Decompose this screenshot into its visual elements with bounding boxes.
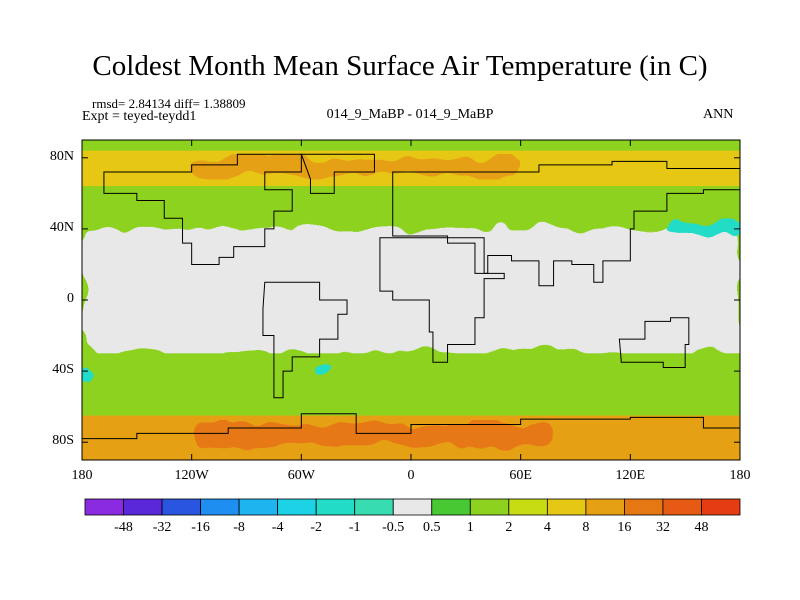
- y-tick-label: 0: [67, 291, 74, 306]
- chart-subtitle: 014_9_MaBP - 014_9_MaBP: [326, 107, 494, 122]
- coastline-australia: [618, 317, 690, 369]
- colorbar-label: 0.5: [423, 520, 441, 535]
- experiment-label: Expt = teyed-teydd1: [82, 109, 197, 124]
- coastline-eurasia: [392, 160, 740, 287]
- colorbar-swatch: [546, 498, 587, 516]
- y-tick-label: 80S: [52, 433, 74, 449]
- colorbar-swatch: [508, 498, 548, 516]
- colorbar-swatch: [84, 498, 124, 516]
- colorbar-swatch: [662, 498, 702, 516]
- x-tick-label: 120E: [615, 468, 646, 483]
- x-tick-label: 180: [729, 468, 751, 483]
- y-tick-label: 80N: [49, 148, 74, 164]
- colorbar-swatch: [238, 498, 279, 516]
- colorbar-swatch: [431, 498, 471, 516]
- stats-text: rmsd= 2.84134 diff= 1.38809: [92, 96, 246, 111]
- colorbar-swatch: [123, 498, 163, 516]
- region-tropics-neutral: [82, 228, 740, 354]
- colorbar-label: 32: [655, 520, 670, 535]
- x-tick-label: 60E: [509, 468, 532, 483]
- coastline-antarctica: [82, 413, 740, 460]
- colorbar-label: -32: [152, 520, 172, 535]
- colorbar-swatch: [585, 498, 625, 516]
- colorbar-label: -16: [191, 520, 210, 535]
- chart-title: Coldest Month Mean Surface Air Temperatu…: [92, 50, 708, 82]
- coastline-africa: [379, 237, 505, 363]
- colorbar: [84, 498, 741, 516]
- colorbar-swatch: [161, 498, 201, 516]
- region-southern-midlatitudes: [82, 353, 740, 416]
- colorbar-label: 16: [617, 520, 632, 535]
- colorbar-label: 8: [582, 520, 590, 535]
- colorbar-swatch: [315, 498, 356, 516]
- y-tick-label: 40N: [49, 219, 74, 235]
- colorbar-label: -0.5: [382, 520, 405, 535]
- colorbar-label: -1: [348, 520, 361, 535]
- colorbar-swatch: [277, 498, 317, 516]
- region-northern-midlatitudes: [82, 186, 740, 229]
- colorbar-label: 2: [505, 520, 513, 535]
- colorbar-label: -4: [271, 520, 284, 535]
- coastline-south-america: [262, 281, 348, 399]
- region-antarctic-core: [191, 424, 558, 446]
- colorbar-label: -8: [233, 520, 245, 535]
- x-tick-label: 180: [71, 468, 93, 483]
- region-south-atlantic-cool-patch: [315, 360, 331, 375]
- coastline-north-america: [103, 153, 302, 265]
- coastline-greenland: [300, 153, 375, 194]
- x-tick-label: 0: [407, 468, 415, 483]
- colorbar-swatch: [354, 498, 394, 516]
- colorbar-swatch: [469, 498, 510, 516]
- colorbar-swatch: [701, 498, 741, 516]
- colorbar-swatch: [200, 498, 240, 516]
- colorbar-label: 1: [466, 520, 474, 535]
- colorbar-label: 48: [694, 520, 709, 535]
- colorbar-swatch: [392, 498, 433, 516]
- colorbar-swatch: [624, 498, 664, 516]
- y-tick-label: 40S: [52, 362, 74, 378]
- region-south-pacific-cool-patch: [82, 365, 97, 380]
- region-north-pacific-cool-patch: [666, 221, 740, 236]
- season-label: ANN: [703, 107, 734, 122]
- region-arctic-core: [191, 157, 521, 176]
- axis-ticks: [81, 140, 741, 460]
- x-tick-label: 120W: [174, 468, 209, 483]
- colorbar-label: -2: [310, 520, 322, 535]
- x-tick-label: 60W: [287, 468, 315, 483]
- colorbar-label: 4: [543, 520, 551, 535]
- colorbar-label: -48: [114, 520, 133, 535]
- coastline: [82, 153, 740, 460]
